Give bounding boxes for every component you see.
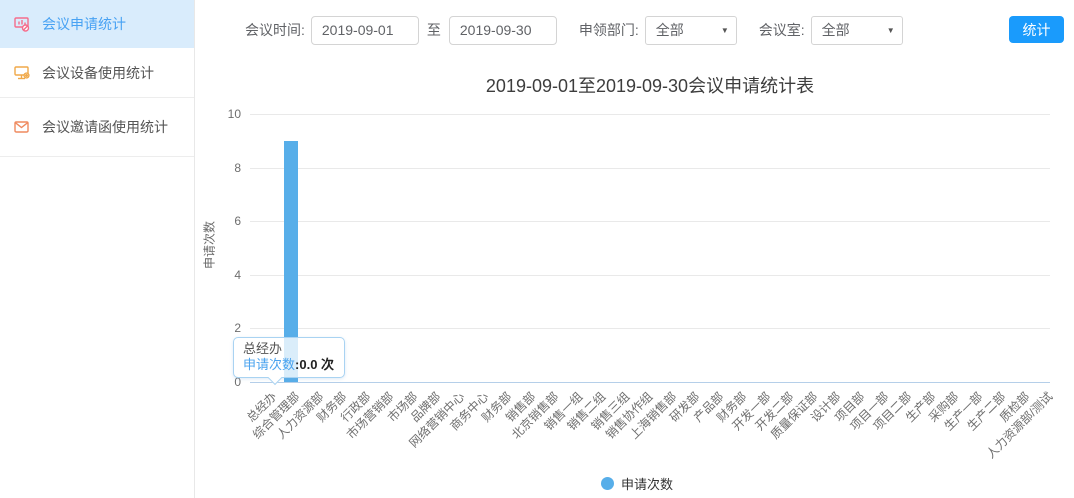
gridline — [250, 328, 1050, 330]
chevron-down-icon: ▼ — [720, 25, 729, 35]
chart-tooltip: 总经办 申请次数:0.0 次 — [233, 337, 346, 386]
y-axis-tick-label: 8 — [234, 160, 241, 175]
tooltip-separator: : — [295, 357, 300, 372]
y-axis-tick-label: 4 — [234, 267, 241, 282]
y-axis-tick-label: 0 — [234, 375, 241, 389]
legend-marker-icon — [601, 477, 614, 490]
tooltip-value: 0.0 次 — [299, 357, 335, 372]
meeting-room-select[interactable]: 全部 ▼ — [810, 15, 903, 45]
y-axis-title: 申请次数 — [202, 220, 217, 270]
y-axis-tick-label: 10 — [227, 107, 241, 121]
gridline — [250, 221, 1050, 223]
department-select[interactable]: 全部 ▼ — [644, 15, 737, 45]
legend-label: 申请次数 — [621, 477, 674, 492]
bar-综合管理部[interactable] — [284, 140, 299, 382]
sidebar: 会议申请统计 会议设备使用统计 会议邀请函使用统计 — [0, 0, 195, 498]
date-range-to-label: 至 — [426, 22, 441, 38]
chart-title: 2019-09-01至2019-09-30会议申请统计表 — [485, 76, 815, 96]
department-select-value: 全部 — [655, 22, 684, 38]
legend-item-apply-count[interactable]: 申请次数 — [601, 474, 673, 493]
date-to-input[interactable] — [448, 15, 557, 45]
date-from-input[interactable] — [310, 15, 419, 45]
x-axis-line — [250, 382, 1050, 383]
sidebar-item-invitation-usage-stats[interactable]: 会议邀请函使用统计 — [0, 98, 194, 157]
gridline — [250, 114, 1050, 115]
statistics-button[interactable]: 统计 — [1009, 16, 1064, 43]
sidebar-item-label: 会议邀请函使用统计 — [42, 119, 168, 135]
bar-chart: 2019-09-01至2019-09-30会议申请统计表 申请次数 0 2 4 6 8 1… — [195, 60, 1074, 498]
filter-toolbar: 会议时间: 至 申领部门: 全部 ▼ 会议室: 全部 ▼ 统计 — [195, 0, 1074, 60]
invitation-usage-stats-icon — [14, 121, 29, 133]
y-axis-tick-label: 6 — [234, 214, 241, 229]
gridline — [250, 167, 1050, 169]
device-usage-stats-icon — [14, 65, 30, 79]
tooltip-series-label: 申请次数 — [243, 357, 296, 372]
department-label: 申领部门: — [578, 22, 639, 38]
sidebar-item-device-usage-stats[interactable]: 会议设备使用统计 — [0, 48, 194, 98]
meeting-room-label: 会议室: — [758, 22, 805, 38]
chevron-down-icon: ▼ — [886, 25, 895, 35]
sidebar-item-label: 会议申请统计 — [42, 15, 126, 32]
gridline — [250, 274, 1050, 276]
y-axis-tick-label: 2 — [234, 321, 241, 336]
meeting-apply-stats-icon — [14, 16, 30, 32]
meeting-room-select-value: 全部 — [821, 22, 850, 38]
meeting-time-label: 会议时间: — [245, 22, 305, 38]
tooltip-category: 总经办 — [243, 341, 283, 356]
sidebar-item-meeting-apply-stats[interactable]: 会议申请统计 — [0, 0, 194, 48]
sidebar-item-label: 会议设备使用统计 — [42, 64, 154, 81]
